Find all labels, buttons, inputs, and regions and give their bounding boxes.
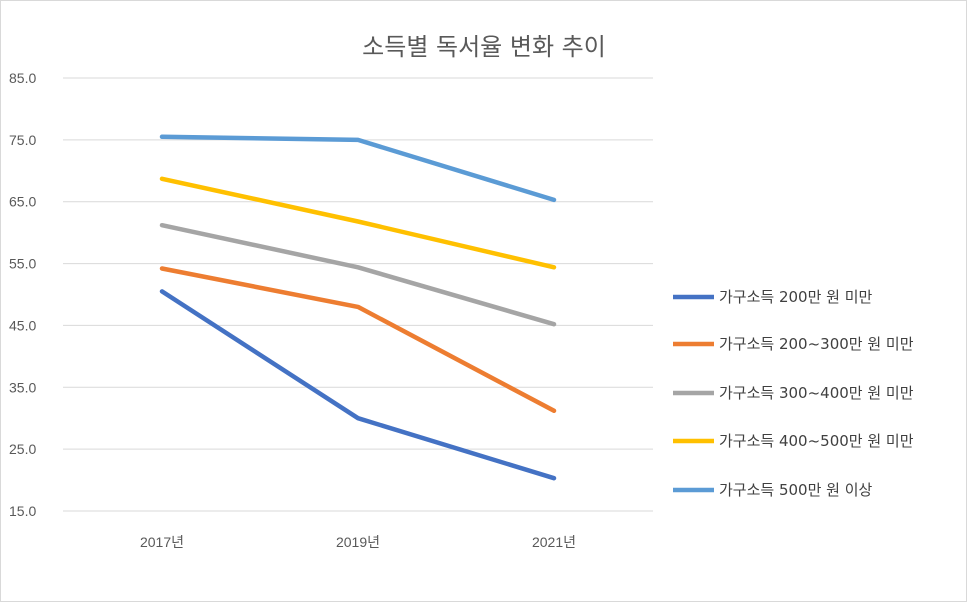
y-tick-label: 75.0 [9, 132, 36, 148]
series-line [159, 289, 557, 481]
series-line [159, 222, 557, 327]
gridlines [63, 77, 653, 512]
series-lines [159, 134, 557, 481]
legend-item: 가구소득 300~400만 원 미만 [673, 384, 914, 402]
legend-item: 가구소득 200만 원 미만 [673, 288, 873, 306]
y-tick-label: 35.0 [9, 379, 36, 395]
chart-title: 소득별 독서율 변화 추이 [362, 33, 606, 61]
x-tick-label: 2021년 [532, 534, 576, 550]
legend-label: 가구소득 400~500만 원 미만 [719, 432, 914, 450]
legend-label: 가구소득 300~400만 원 미만 [719, 384, 914, 402]
series-line [159, 134, 557, 203]
legend-item: 가구소득 200~300만 원 미만 [673, 335, 914, 353]
y-tick-label: 85.0 [9, 70, 36, 86]
y-axis-ticks: 15.0 25.0 35.0 45.0 55.0 65.0 75.0 85.0 [9, 70, 36, 519]
y-tick-label: 25.0 [9, 441, 36, 457]
y-tick-label: 15.0 [9, 503, 36, 519]
legend-label: 가구소득 200만 원 미만 [719, 288, 873, 306]
x-tick-label: 2017년 [140, 534, 184, 550]
x-axis-ticks: 2017년 2019년 2021년 [140, 534, 576, 550]
legend-item: 가구소득 400~500만 원 미만 [673, 432, 914, 450]
x-tick-label: 2019년 [336, 534, 380, 550]
legend-label: 가구소득 200~300만 원 미만 [719, 335, 914, 353]
y-tick-label: 45.0 [9, 317, 36, 333]
series-line [159, 176, 557, 270]
y-tick-label: 55.0 [9, 256, 36, 272]
y-tick-label: 65.0 [9, 194, 36, 210]
legend-label: 가구소득 500만 원 이상 [719, 481, 873, 499]
legend-item: 가구소득 500만 원 이상 [673, 481, 873, 499]
series-line [159, 266, 557, 414]
